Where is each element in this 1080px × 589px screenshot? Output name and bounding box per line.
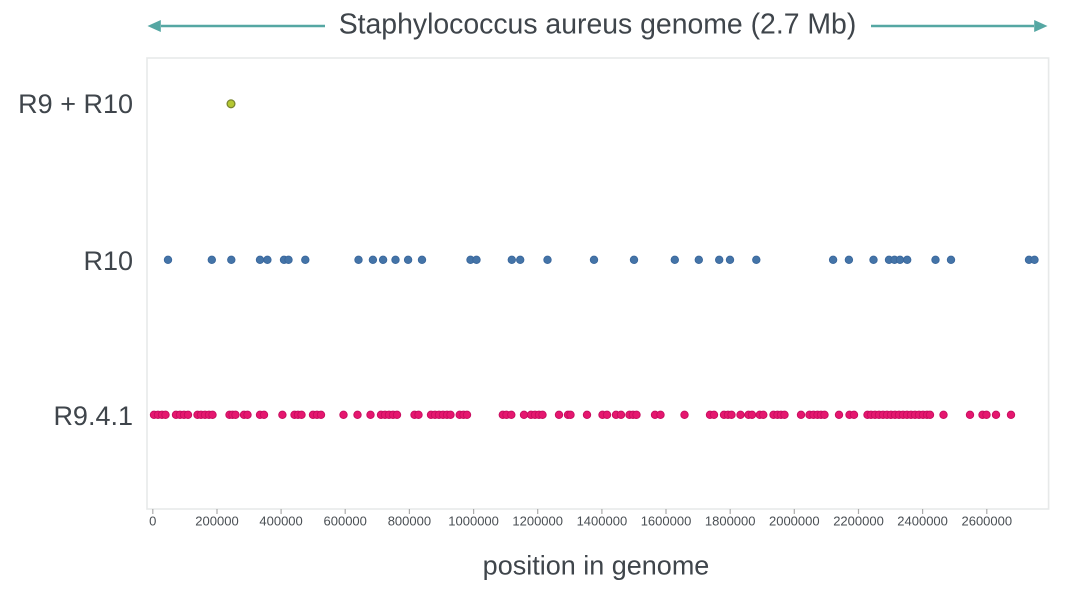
svg-text:400000: 400000 xyxy=(259,514,302,529)
svg-text:2200000: 2200000 xyxy=(833,514,884,529)
svg-text:1000000: 1000000 xyxy=(448,514,499,529)
svg-text:2400000: 2400000 xyxy=(897,514,948,529)
svg-text:1800000: 1800000 xyxy=(705,514,756,529)
svg-text:800000: 800000 xyxy=(388,514,431,529)
svg-text:1200000: 1200000 xyxy=(512,514,563,529)
svg-text:0: 0 xyxy=(149,514,156,529)
svg-text:1600000: 1600000 xyxy=(641,514,692,529)
svg-text:R9.4.1: R9.4.1 xyxy=(53,401,133,431)
svg-text:2000000: 2000000 xyxy=(769,514,820,529)
svg-text:R10: R10 xyxy=(83,246,133,276)
svg-text:2600000: 2600000 xyxy=(961,514,1012,529)
svg-text:R9 + R10: R9 + R10 xyxy=(18,89,133,119)
svg-text:Staphylococcus aureus genome (: Staphylococcus aureus genome (2.7 Mb) xyxy=(339,9,857,41)
svg-text:1400000: 1400000 xyxy=(577,514,628,529)
svg-text:200000: 200000 xyxy=(195,514,238,529)
svg-text:position in genome: position in genome xyxy=(483,551,710,581)
svg-text:600000: 600000 xyxy=(324,514,367,529)
